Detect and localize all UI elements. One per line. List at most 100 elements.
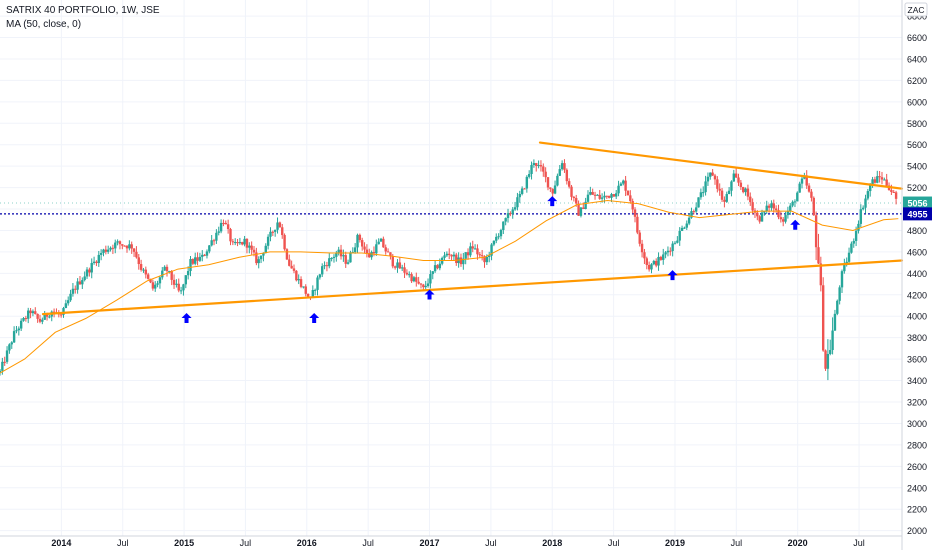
- candle-body: [92, 261, 96, 264]
- candle-body: [278, 222, 282, 228]
- candle-body: [135, 251, 138, 258]
- candle-body: [67, 300, 70, 304]
- candle-body: [433, 265, 437, 272]
- candle-body: [201, 254, 204, 257]
- price-tick-label: 4000: [907, 312, 927, 322]
- candle-body: [692, 211, 696, 213]
- candle-body: [563, 163, 566, 170]
- candle-body: [368, 252, 371, 258]
- time-tick-label: Jul: [731, 538, 743, 548]
- last-price-badge: [903, 196, 932, 210]
- candle-body: [659, 256, 663, 260]
- candle-body: [596, 194, 599, 196]
- candle-body: [95, 261, 98, 264]
- candle-body: [678, 230, 681, 241]
- price-tick-label: 5200: [907, 183, 927, 193]
- candle-body: [132, 248, 136, 252]
- candle-body: [248, 245, 251, 248]
- candle-body: [885, 179, 888, 186]
- candle-body: [161, 270, 164, 278]
- candle-body: [673, 242, 677, 244]
- candle-body: [622, 180, 625, 184]
- price-tick-label: 6400: [907, 54, 927, 64]
- candle-body: [358, 234, 362, 241]
- candle-body: [22, 318, 25, 321]
- candle-body: [69, 293, 72, 301]
- candle-body: [697, 197, 700, 208]
- candle-body: [824, 350, 827, 369]
- candle-body: [125, 245, 129, 249]
- candle-body: [683, 227, 686, 229]
- candle-body: [680, 227, 684, 231]
- candle-body: [389, 252, 392, 257]
- candle-body: [777, 210, 780, 218]
- candle-body: [716, 179, 719, 189]
- candle-body: [118, 241, 122, 245]
- candle-body: [146, 274, 150, 279]
- candle-body: [34, 311, 37, 314]
- candle-body: [786, 211, 790, 216]
- candle-body: [480, 255, 484, 257]
- price-axis[interactable]: 2000 2200 2400 2600 2800 3000 3200 3400 3600 3800…: [901, 0, 932, 550]
- candle-body: [321, 266, 324, 275]
- candle-body: [876, 176, 879, 183]
- candle-body: [156, 283, 159, 285]
- candle-body: [577, 203, 580, 216]
- candle-body: [154, 284, 157, 289]
- candle-body: [257, 259, 260, 264]
- candle-body: [438, 263, 442, 269]
- candle-body: [831, 330, 834, 351]
- candle-body: [335, 253, 338, 257]
- candle-body: [523, 188, 526, 190]
- candle-body: [384, 247, 387, 252]
- candle-body: [198, 256, 202, 261]
- candle-body: [233, 242, 237, 244]
- candle-body: [144, 269, 148, 275]
- candle-body: [323, 265, 326, 267]
- candle-body: [720, 190, 724, 200]
- candle-body: [469, 246, 472, 256]
- candle-body: [732, 173, 736, 182]
- candle-body: [431, 271, 434, 275]
- candle-body: [857, 223, 860, 231]
- time-tick-label: Jul: [608, 538, 620, 548]
- price-tick-label: 3600: [907, 355, 927, 365]
- candle-body: [502, 221, 505, 230]
- candle-body: [109, 247, 112, 250]
- candle-body: [426, 283, 430, 287]
- candle-body: [624, 180, 627, 191]
- candle-body: [349, 252, 352, 263]
- candle-body: [826, 353, 830, 369]
- candle-body: [513, 207, 517, 210]
- candle-body: [184, 275, 188, 285]
- candle-body: [41, 319, 44, 322]
- time-axis[interactable]: 2014 Jul 2015 Jul 2016 Jul 2017 Jul 2018 Jul 2019 J…: [0, 535, 902, 548]
- candle-body: [448, 253, 451, 255]
- candle-body: [605, 195, 609, 197]
- chart-grid: [0, 0, 902, 536]
- candle-body: [664, 252, 667, 255]
- candle-body: [814, 215, 818, 248]
- candle-body: [730, 181, 733, 191]
- candle-body: [723, 199, 726, 202]
- candle-body: [377, 241, 380, 245]
- candle-body: [116, 241, 119, 243]
- candle-body: [556, 175, 559, 186]
- candle-body: [5, 350, 9, 362]
- candle-body: [890, 189, 893, 192]
- candle-body: [3, 361, 6, 363]
- candle-body: [149, 278, 152, 283]
- candle-body: [231, 241, 235, 243]
- candle-body: [29, 310, 32, 314]
- moving-average-series: [0, 199, 899, 374]
- candle-body: [415, 277, 418, 282]
- candle-body: [880, 177, 884, 180]
- candle-body: [106, 249, 110, 252]
- candle-body: [565, 169, 569, 182]
- candle-body: [647, 264, 651, 270]
- currency-badge: [904, 2, 928, 17]
- candle-body: [643, 252, 646, 259]
- arrow-up-icon: [667, 270, 678, 281]
- candle-body: [281, 227, 284, 236]
